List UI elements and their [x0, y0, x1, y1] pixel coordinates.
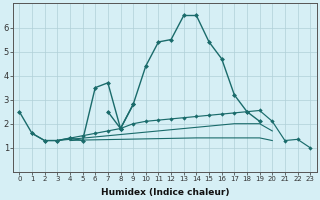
X-axis label: Humidex (Indice chaleur): Humidex (Indice chaleur)	[100, 188, 229, 197]
